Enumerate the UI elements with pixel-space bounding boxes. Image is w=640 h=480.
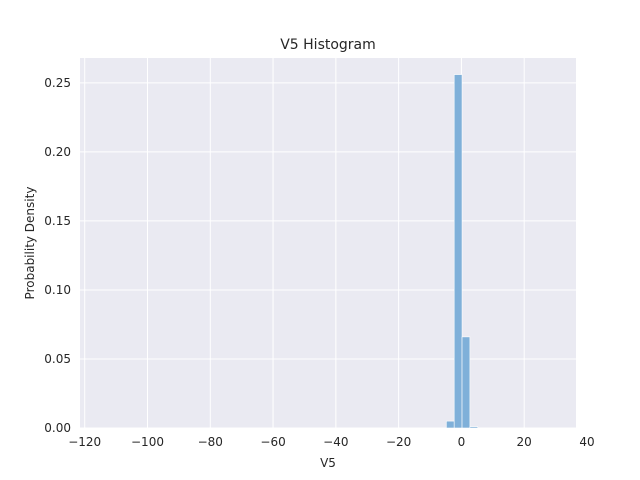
grid-lines bbox=[80, 58, 588, 429]
x-tick-labels: −120 −100 −80 −60 −40 −20 0 20 40 bbox=[68, 435, 594, 449]
x-tick-label: −80 bbox=[198, 435, 223, 449]
x-tick-label: 0 bbox=[458, 435, 466, 449]
y-tick-label: 0.25 bbox=[44, 76, 71, 90]
y-tick-label: 0.05 bbox=[44, 352, 71, 366]
x-tick-label: 40 bbox=[579, 435, 594, 449]
x-tick-label: −120 bbox=[68, 435, 101, 449]
plot-area bbox=[80, 58, 576, 428]
y-tick-label: 0.00 bbox=[44, 421, 71, 435]
x-tick-label: −20 bbox=[386, 435, 411, 449]
histogram-bar bbox=[446, 420, 455, 429]
x-axis-label: V5 bbox=[320, 456, 336, 470]
y-tick-labels: 0.00 0.05 0.10 0.15 0.20 0.25 bbox=[44, 76, 71, 435]
histogram-bar bbox=[461, 336, 471, 429]
chart-title: V5 Histogram bbox=[280, 37, 376, 53]
y-tick-label: 0.15 bbox=[44, 214, 71, 228]
x-tick-label: 20 bbox=[517, 435, 532, 449]
x-tick-label: −40 bbox=[323, 435, 348, 449]
histogram-bar bbox=[453, 74, 463, 429]
x-tick-label: −60 bbox=[260, 435, 285, 449]
y-axis-label: Probability Density bbox=[23, 187, 37, 300]
x-tick-label: −100 bbox=[131, 435, 164, 449]
histogram-bars bbox=[446, 74, 479, 429]
y-tick-label: 0.10 bbox=[44, 283, 71, 297]
y-tick-label: 0.20 bbox=[44, 145, 71, 159]
histogram-bar bbox=[469, 426, 479, 429]
